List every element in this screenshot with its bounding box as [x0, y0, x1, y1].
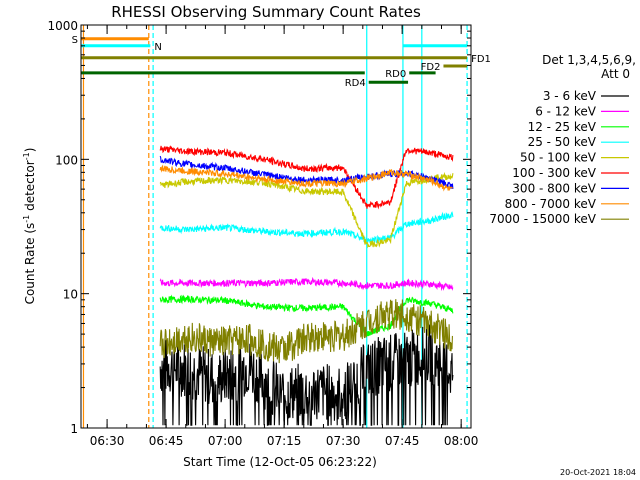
chart-title: RHESSI Observing Summary Count Rates [111, 3, 421, 21]
status-flags: S N FD1 FD2 RD0 RD4 [72, 35, 491, 89]
legend-label: 12 - 25 keV [528, 120, 597, 134]
flag-label: FD1 [471, 54, 491, 65]
plot-frame [80, 24, 472, 429]
y-tick-label: 100 [55, 153, 78, 167]
legend-label: 800 - 7000 keV [505, 197, 597, 211]
y-axis: 1 10 100 1000 [47, 19, 471, 436]
x-tick-label: 07:15 [267, 434, 302, 448]
y-tick-label: 1000 [47, 19, 78, 33]
series-line [159, 164, 454, 192]
flag-label: RD4 [345, 78, 366, 89]
flag-label: N [154, 42, 161, 53]
legend-label: 7000 - 15000 keV [489, 212, 596, 226]
legend-label: 300 - 800 keV [512, 181, 596, 195]
legend-label: 25 - 50 keV [528, 135, 597, 149]
legend-label: 100 - 300 keV [512, 166, 596, 180]
footer-date: 20-Oct-2021 18:04 [560, 468, 636, 477]
series-line [159, 299, 454, 364]
flag-label: S [72, 35, 78, 46]
series-line [159, 145, 454, 210]
series-line [159, 171, 454, 249]
x-tick-label: 07:45 [385, 434, 420, 448]
y-tick-label: 10 [63, 288, 78, 302]
x-axis: 06:30 06:45 07:00 07:15 07:30 07:45 08:00 [86, 25, 479, 448]
x-tick-label: 06:45 [149, 434, 184, 448]
legend-subtitle: Att 0 [601, 67, 630, 81]
flag-label: RD0 [385, 69, 406, 80]
flag-label: FD2 [421, 62, 441, 73]
y-tick-label: 1 [70, 422, 78, 436]
series-line [159, 276, 454, 292]
legend-label: 3 - 6 keV [543, 89, 597, 103]
x-tick-label: 07:00 [208, 434, 243, 448]
series-group [159, 145, 454, 426]
x-axis-label: Start Time (12-Oct-05 06:23:22) [183, 455, 377, 469]
series-line [159, 211, 454, 245]
legend-label: 6 - 12 keV [535, 104, 597, 118]
x-tick-label: 06:30 [90, 434, 125, 448]
y-axis-label: Count Rate (s-1 detector-1) [22, 148, 37, 305]
x-tick-label: 08:00 [444, 434, 479, 448]
series-line [159, 294, 454, 337]
legend-label: 50 - 100 keV [520, 151, 597, 165]
series-line [159, 324, 454, 426]
legend-title: Det 1,3,4,5,6,9, [542, 53, 636, 67]
x-tick-label: 07:30 [326, 434, 361, 448]
